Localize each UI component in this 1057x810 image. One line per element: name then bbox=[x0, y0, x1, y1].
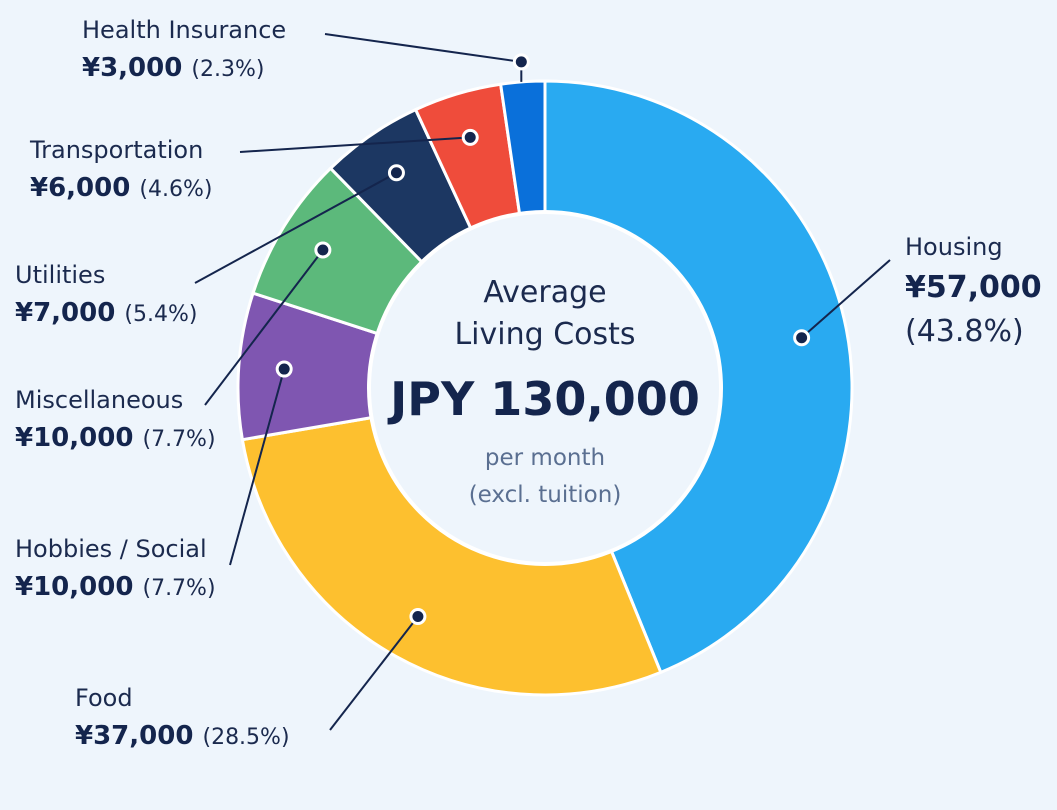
chart-leader-lines bbox=[194, 33, 891, 731]
label-value-hobbies-social: ¥10,000 (7.7%) bbox=[15, 572, 216, 602]
leader-line-food bbox=[329, 615, 419, 731]
leader-line-health-insurance bbox=[324, 33, 523, 82]
leader-line-miscellaneous bbox=[204, 249, 324, 406]
label-name-utilities: Utilities bbox=[15, 261, 105, 289]
label-amount-hobbies-social: ¥10,000 bbox=[15, 572, 142, 602]
label-name-housing: Housing bbox=[905, 233, 1003, 261]
label-name-miscellaneous: Miscellaneous bbox=[15, 386, 183, 414]
label-value-health-insurance: ¥3,000 (2.3%) bbox=[82, 53, 264, 83]
label-amount-transportation: ¥6,000 bbox=[30, 173, 139, 203]
center-sub-line2: (excl. tuition) bbox=[469, 482, 622, 508]
label-amount-housing: ¥57,000 bbox=[905, 270, 1042, 305]
center-title-line1: Average bbox=[483, 275, 606, 310]
marker-food bbox=[409, 608, 427, 626]
chart-labels: Housing ¥57,000 (43.8%) Food ¥37,000 (28.5%)… bbox=[15, 16, 1042, 751]
label-amount-food: ¥37,000 bbox=[75, 721, 202, 751]
label-name-health-insurance: Health Insurance bbox=[82, 16, 286, 44]
label-value-utilities: ¥7,000 (5.4%) bbox=[15, 298, 197, 328]
leader-line-utilities bbox=[194, 171, 397, 284]
marker-health-insurance bbox=[512, 53, 530, 71]
label-percent-utilities: (5.4%) bbox=[124, 302, 197, 327]
chart-slices bbox=[236, 79, 854, 697]
label-amount-utilities: ¥7,000 bbox=[15, 298, 124, 328]
marker-housing bbox=[793, 329, 811, 347]
label-value-miscellaneous: ¥10,000 (7.7%) bbox=[15, 423, 216, 453]
leader-line-hobbies-social bbox=[229, 368, 286, 566]
leader-line-transportation bbox=[239, 136, 471, 153]
leader-line-housing bbox=[800, 259, 891, 339]
marker-utilities bbox=[387, 164, 405, 182]
center-total: JPY 130,000 bbox=[387, 372, 700, 426]
label-percent-transportation: (4.6%) bbox=[139, 177, 212, 202]
marker-miscellaneous bbox=[314, 241, 332, 259]
center-sub-line1: per month bbox=[485, 445, 605, 471]
label-name-transportation: Transportation bbox=[29, 136, 203, 164]
donut-hole bbox=[367, 210, 723, 566]
label-percent-food: (28.5%) bbox=[202, 725, 289, 750]
label-percent-hobbies-social: (7.7%) bbox=[142, 576, 215, 601]
label-percent-health-insurance: (2.3%) bbox=[191, 57, 264, 82]
marker-hobbies-social bbox=[275, 360, 293, 378]
label-amount-health-insurance: ¥3,000 bbox=[82, 53, 191, 83]
label-name-food: Food bbox=[75, 684, 133, 712]
marker-transportation bbox=[461, 128, 479, 146]
label-name-hobbies-social: Hobbies / Social bbox=[15, 535, 207, 563]
label-percent-housing: (43.8%) bbox=[905, 314, 1024, 349]
center-label: Average Living Costs JPY 130,000 per mon… bbox=[387, 275, 700, 508]
label-value-transportation: ¥6,000 (4.6%) bbox=[30, 173, 212, 203]
label-amount-miscellaneous: ¥10,000 bbox=[15, 423, 142, 453]
center-title-line2: Living Costs bbox=[454, 317, 635, 352]
label-value-food: ¥37,000 (28.5%) bbox=[75, 721, 290, 751]
label-percent-miscellaneous: (7.7%) bbox=[142, 427, 215, 452]
